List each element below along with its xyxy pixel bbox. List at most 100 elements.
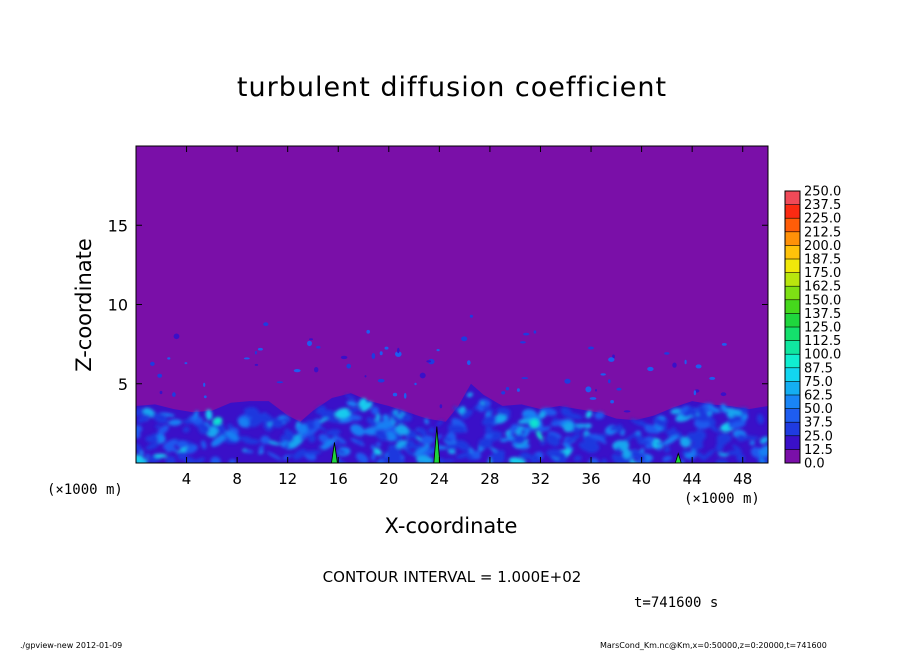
- turbulent-eddy: [529, 454, 540, 463]
- turbulent-eddy: [443, 458, 456, 463]
- turbulent-eddy: [299, 434, 308, 440]
- upper-eddy: [695, 364, 702, 369]
- turbulent-eddy: [210, 456, 221, 463]
- upper-eddy: [608, 357, 615, 362]
- turbulent-eddy: [286, 434, 295, 443]
- turbulent-eddy: [377, 458, 385, 463]
- turbulent-eddy: [337, 449, 346, 455]
- colorbar-label: 250.0: [804, 185, 841, 200]
- colorbar-label: 162.5: [804, 280, 841, 295]
- turbulent-eddy: [373, 448, 382, 456]
- x-unit-label-left: (×1000 m): [47, 482, 123, 498]
- upper-eddy: [523, 332, 530, 336]
- turbulent-eddy: [155, 424, 161, 429]
- turbulent-eddy: [168, 419, 183, 426]
- turbulent-eddy: [396, 410, 402, 416]
- turbulent-eddy: [353, 424, 361, 430]
- turbulent-eddy: [391, 416, 404, 424]
- turbulent-eddy: [185, 444, 198, 454]
- upper-eddy: [419, 372, 426, 379]
- turbulent-eddy: [382, 414, 390, 422]
- turbulent-eddy: [375, 413, 381, 424]
- turbulent-eddy: [334, 408, 351, 419]
- turbulent-eddy: [188, 415, 204, 425]
- turbulent-eddy: [370, 406, 380, 415]
- turbulent-eddy: [262, 422, 269, 430]
- turbulent-eddy: [552, 418, 558, 423]
- turbulent-eddy: [401, 413, 413, 422]
- upper-eddy: [159, 390, 163, 395]
- turbulent-eddy: [198, 424, 210, 435]
- turbulent-eddy: [493, 449, 506, 461]
- turbulent-eddy: [371, 452, 376, 461]
- turbulent-eddy: [693, 428, 701, 437]
- turbulent-eddy: [490, 431, 503, 442]
- turbulent-eddy: [145, 442, 160, 450]
- colorbar-swatch: [785, 204, 800, 219]
- upper-eddy: [157, 373, 163, 378]
- upper-eddy: [167, 357, 171, 360]
- turbulent-eddy: [611, 453, 618, 461]
- turbulent-eddy: [631, 450, 646, 461]
- turbulent-eddy: [573, 455, 582, 462]
- upper-eddy: [623, 410, 631, 413]
- turbulent-eddy: [141, 458, 149, 463]
- x-tick-label: 4: [182, 470, 192, 488]
- upper-eddy: [377, 378, 385, 383]
- turbulent-eddy: [562, 442, 574, 451]
- colorbar-swatch: [785, 218, 800, 233]
- colorbar-label: 212.5: [804, 225, 841, 240]
- y-tick-label: 15: [108, 216, 128, 235]
- turbulent-eddy: [630, 418, 645, 427]
- turbulent-eddy: [518, 418, 532, 424]
- contour-100-region: [674, 452, 682, 463]
- turbulent-eddy: [345, 394, 356, 400]
- turbulent-eddy: [536, 431, 543, 441]
- upper-eddy: [721, 343, 727, 346]
- turbulent-eddy: [669, 427, 677, 436]
- turbulent-eddy: [732, 444, 742, 453]
- upper-eddy: [203, 382, 206, 387]
- turbulent-eddy: [508, 457, 527, 463]
- upper-eddy: [564, 378, 571, 384]
- turbulent-eddy: [361, 401, 373, 412]
- upper-eddy: [371, 353, 376, 359]
- upper-eddy: [173, 333, 180, 340]
- turbulent-eddy: [565, 412, 583, 420]
- footer-right: MarsCond_Km.nc@Km,x=0:50000,z=0:20000,t=…: [600, 641, 827, 650]
- upper-eddy: [585, 386, 592, 393]
- turbulent-eddy: [662, 455, 672, 462]
- y-tick-label: 10: [108, 296, 128, 315]
- upper-eddy: [709, 376, 716, 380]
- turbulent-eddy: [455, 440, 470, 451]
- colorbar-swatch: [785, 272, 800, 287]
- turbulent-eddy: [165, 445, 172, 453]
- turbulent-eddy: [482, 415, 497, 426]
- x-tick-label: 28: [480, 470, 499, 488]
- upper-eddy: [521, 377, 529, 380]
- colorbar-label: 100.0: [804, 348, 841, 363]
- turbulent-eddy: [326, 429, 341, 436]
- x-axis-label: X-coordinate: [0, 514, 904, 538]
- turbulent-eddy: [728, 420, 746, 430]
- turbulent-eddy: [193, 457, 206, 463]
- turbulent-eddy: [176, 451, 188, 457]
- colorbar-swatch: [785, 395, 800, 409]
- x-axis-label-text: X-coordinate: [384, 514, 518, 538]
- colorbar-label: 25.0: [804, 429, 833, 444]
- turbulent-eddy: [154, 453, 167, 458]
- turbulent-eddy: [538, 426, 552, 433]
- upper-eddy: [414, 382, 417, 386]
- turbulent-eddy: [182, 426, 190, 433]
- turbulent-eddy: [244, 407, 260, 418]
- upper-eddy: [595, 389, 597, 392]
- turbulent-eddy: [509, 430, 515, 437]
- turbulent-eddy: [622, 448, 632, 459]
- turbulent-eddy: [725, 407, 743, 416]
- upper-eddy: [257, 347, 263, 351]
- turbulent-eddy: [594, 411, 605, 420]
- turbulent-eddy: [212, 416, 223, 426]
- turbulent-eddy: [529, 418, 540, 429]
- plot-area: [136, 146, 768, 463]
